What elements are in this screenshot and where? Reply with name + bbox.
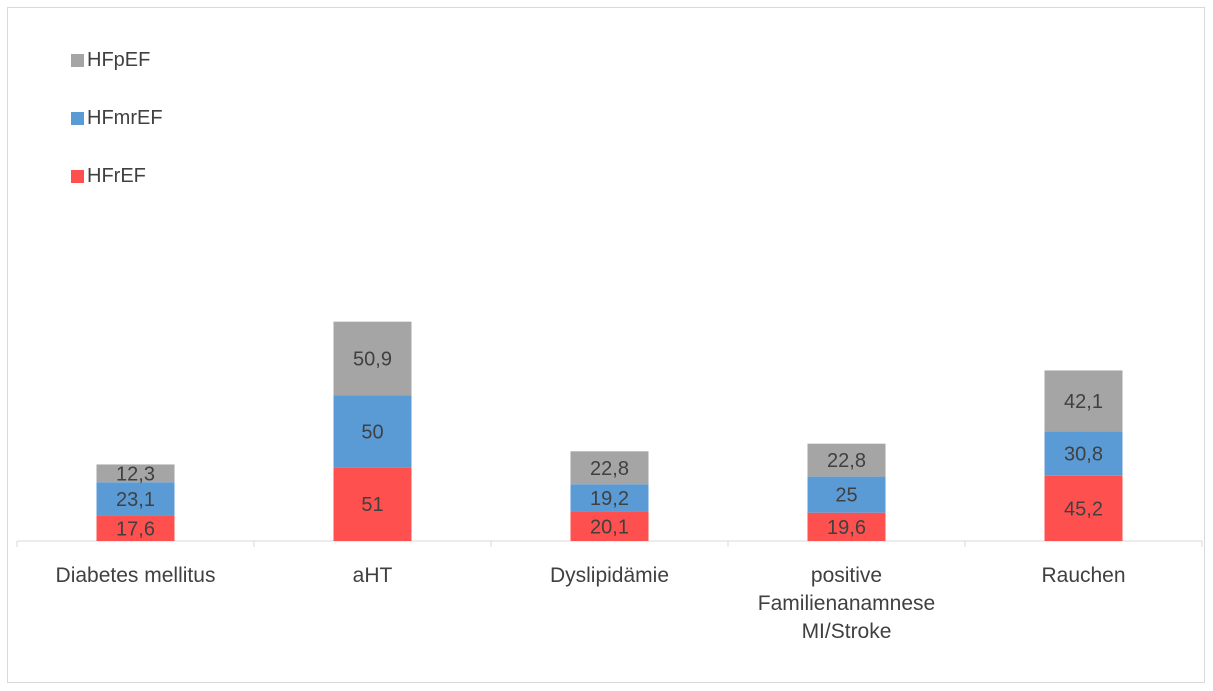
bar-hfmref-2	[570, 484, 649, 512]
bar-hfpef-3	[807, 443, 886, 477]
legend-label-hfmref: HFmrEF	[87, 107, 163, 129]
data-label-hfref-2: 20,1	[590, 516, 629, 538]
data-label-hfref-3: 19,6	[827, 517, 866, 539]
legend-label-hfpef: HFpEF	[87, 49, 151, 71]
data-label-hfpef-0: 12,3	[116, 463, 155, 485]
bar-hfmref-0	[96, 482, 175, 516]
category-label-3: positive Familienanamnese MI/Stroke	[758, 564, 935, 643]
legend-item-hfpef: HFpEF	[71, 48, 150, 72]
category-label-1: aHT	[353, 564, 393, 587]
bar-hfref-0	[96, 515, 175, 541]
chart-frame: HFpEF HFmrEF HFrEF 17,6 23,1 12,3 Diabetes …	[7, 7, 1205, 683]
bar-hfpef-4	[1044, 370, 1123, 432]
bar-hfpef-2	[570, 451, 649, 485]
data-label-hfpef-2: 22,8	[590, 458, 629, 480]
legend-item-hfref: HFrEF	[71, 164, 146, 188]
data-label-hfpef-3: 22,8	[827, 450, 866, 472]
stacked-bar-chart: 17,6 23,1 12,3 Diabetes mellitus 51 50 50,9 aHT…	[16, 321, 1203, 643]
bar-hfref-4	[1044, 475, 1123, 541]
data-label-hfref-4: 45,2	[1064, 498, 1103, 520]
bar-hfmref-1	[333, 395, 412, 468]
legend-swatch-hfmref	[71, 112, 84, 125]
data-label-hfmref-2: 19,2	[590, 488, 629, 510]
legend-item-hfmref: HFmrEF	[71, 106, 163, 130]
bar-hfmref-3	[807, 476, 886, 513]
category-label-2: Dyslipidämie	[550, 564, 669, 587]
category-label-0: Diabetes mellitus	[56, 564, 216, 587]
data-label-hfref-0: 17,6	[116, 518, 155, 540]
data-label-hfmref-3: 25	[835, 485, 857, 507]
legend-swatch-hfref	[71, 170, 84, 183]
legend-swatch-hfpef	[71, 54, 84, 67]
data-label-hfpef-4: 42,1	[1064, 391, 1103, 413]
category-label-4: Rauchen	[1041, 564, 1125, 587]
bar-hfmref-4	[1044, 431, 1123, 476]
bar-hfref-1	[333, 467, 412, 541]
bar-hfref-3	[807, 512, 886, 541]
data-label-hfref-1: 51	[361, 494, 383, 516]
data-label-hfpef-1: 50,9	[353, 348, 392, 370]
bar-hfpef-0	[96, 464, 175, 483]
bar-hfref-2	[570, 511, 649, 541]
legend-label-hfref: HFrEF	[87, 165, 146, 187]
bar-hfpef-1	[333, 321, 412, 396]
data-label-hfmref-4: 30,8	[1064, 443, 1103, 465]
data-label-hfmref-1: 50	[361, 421, 383, 443]
data-label-hfmref-0: 23,1	[116, 489, 155, 511]
